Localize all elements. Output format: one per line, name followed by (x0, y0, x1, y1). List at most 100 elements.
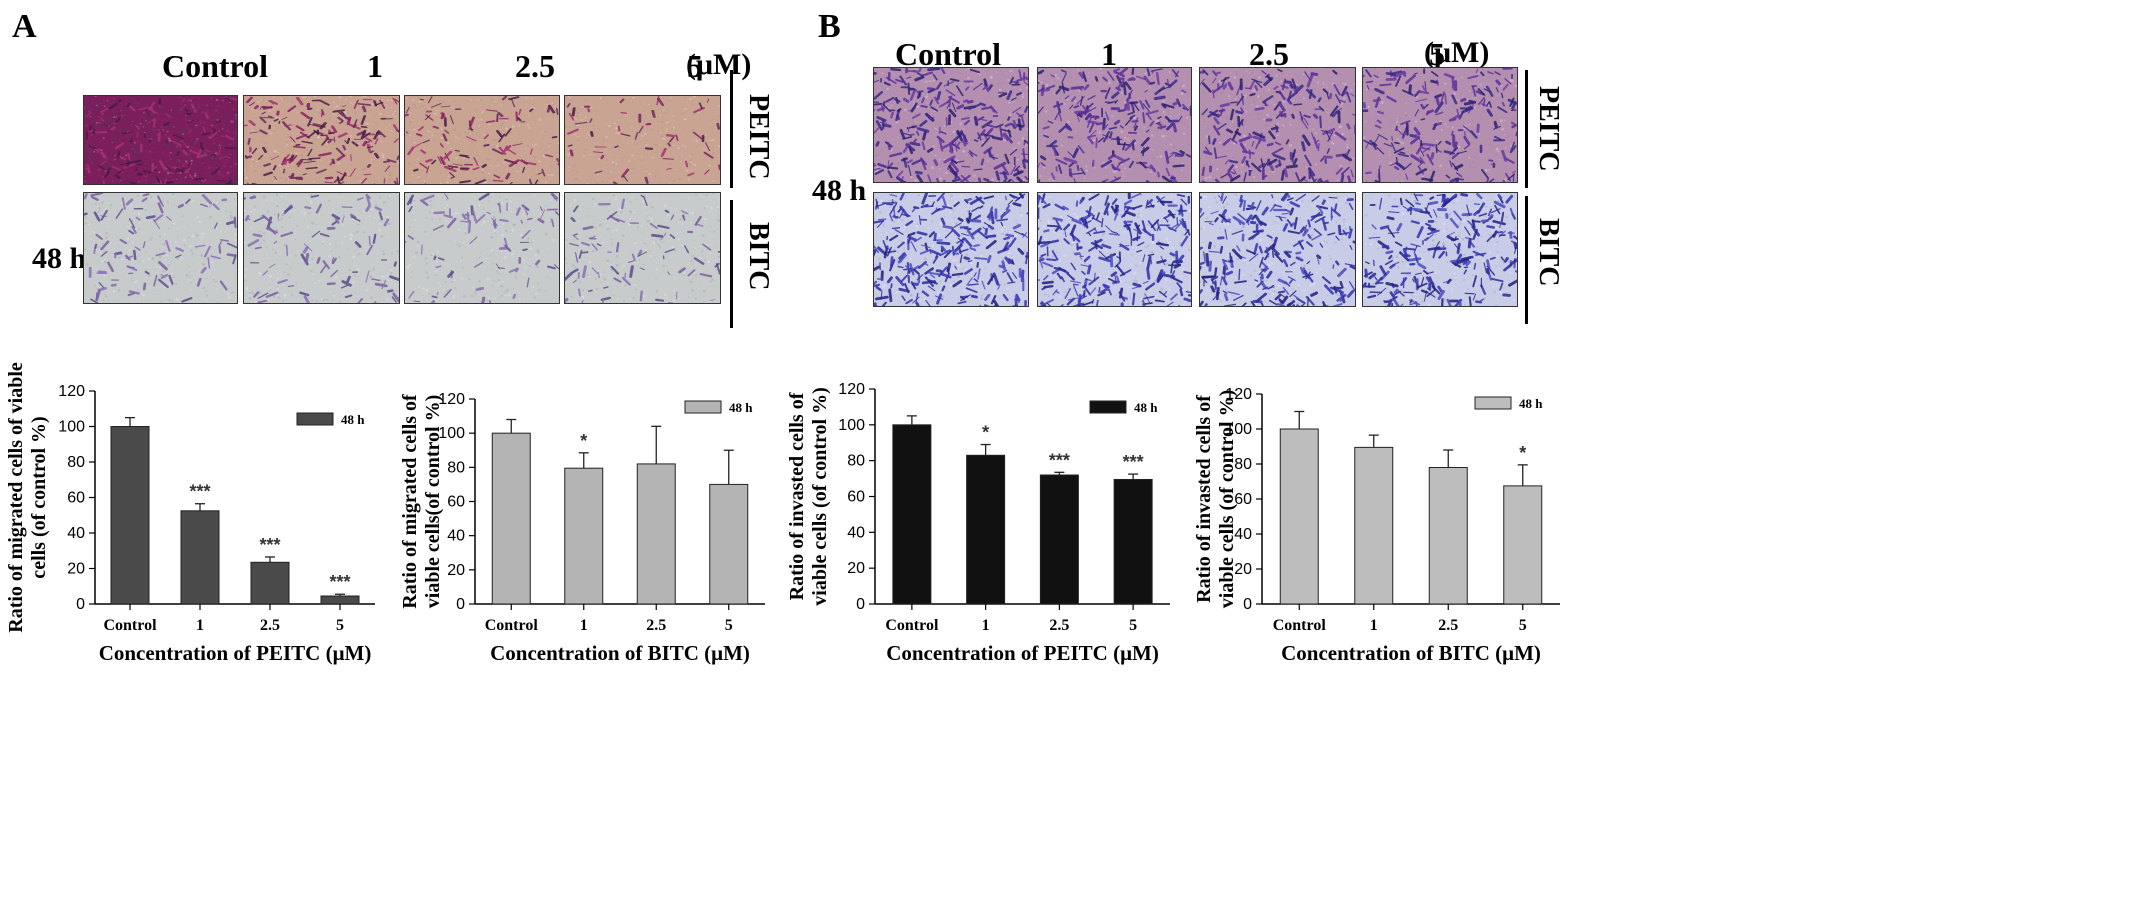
micrograph-a-bitc-control (83, 192, 238, 304)
panel-a-bitc-bracket (730, 200, 733, 328)
panel-b-unit: (μM) (1424, 36, 1489, 70)
x-tick-label: 1 (982, 617, 990, 634)
x-axis-label: Concentration of BITC (μM) (1281, 641, 1541, 665)
y-tick-label: 40 (847, 524, 865, 541)
y-tick-label: 40 (67, 525, 85, 542)
panel-b-row-bitc-label: BITC (1532, 218, 1564, 286)
micrograph-b-peitc-1 (1037, 67, 1192, 183)
panel-b-bitc-bracket (1525, 196, 1528, 324)
bar (321, 596, 359, 604)
y-tick-label: 100 (838, 417, 865, 434)
x-tick-label: Control (885, 617, 939, 634)
micrograph-a-bitc-1 (243, 192, 400, 304)
y-tick-label: 0 (456, 596, 465, 613)
y-tick-label: 80 (847, 453, 865, 470)
legend-swatch (1090, 401, 1126, 413)
micrograph-a-bitc-2-5 (404, 192, 560, 304)
bar (637, 464, 675, 604)
x-axis-label: Concentration of PEITC (μM) (886, 641, 1159, 665)
bar (1114, 479, 1152, 604)
y-tick-label: 20 (447, 562, 465, 579)
panel-a-letter: A (12, 8, 37, 46)
micrograph-b-peitc-2-5 (1199, 67, 1356, 183)
x-tick-label: 5 (725, 617, 733, 634)
x-tick-label: 1 (580, 617, 588, 634)
y-tick-label: 60 (67, 490, 85, 507)
y-tick-label: 20 (67, 561, 85, 578)
legend-swatch (685, 401, 721, 413)
panel-b-row-peitc-label: PEITC (1532, 86, 1564, 172)
x-tick-label: 2.5 (1438, 617, 1458, 634)
legend-label: 48 h (1519, 396, 1543, 411)
significance-label: * (1519, 443, 1526, 463)
y-axis-label: Ratio of migrated cells ofviable cells(o… (399, 394, 444, 609)
bar (181, 511, 219, 604)
x-tick-label: 1 (1370, 617, 1378, 634)
legend-label: 48 h (729, 400, 753, 415)
micrograph-a-bitc-5 (564, 192, 721, 304)
x-tick-label: 1 (196, 617, 204, 634)
bar (710, 484, 748, 604)
significance-label: *** (259, 535, 280, 555)
y-axis-label: Ratio of invasted cells ofviable cells (… (1193, 390, 1238, 608)
panel-a-peitc-bracket (730, 70, 733, 188)
micrograph-b-peitc-control (873, 67, 1029, 183)
panel-b-letter: B (818, 8, 841, 46)
bar (1504, 486, 1542, 604)
y-tick-label: 120 (838, 381, 865, 398)
micrograph-b-bitc-2-5 (1199, 192, 1356, 307)
bar (1040, 475, 1078, 604)
y-tick-label: 80 (447, 459, 465, 476)
y-tick-label: 80 (67, 454, 85, 471)
legend-label: 48 h (341, 412, 365, 427)
panel-b-time-label: 48 h (812, 174, 866, 208)
y-tick-label: 60 (847, 489, 865, 506)
bar (1280, 429, 1318, 604)
significance-label: * (580, 431, 587, 451)
significance-label: *** (189, 482, 210, 502)
bar (565, 468, 603, 604)
bar (251, 562, 289, 604)
panel-b-peitc-bracket (1525, 70, 1528, 188)
micrograph-a-peitc-1 (243, 95, 400, 185)
y-axis-label: Ratio of migrated cells of viablecells (… (5, 362, 50, 633)
panel-a-row-bitc-label: BITC (742, 222, 774, 290)
x-axis-label: Concentration of PEITC (μM) (99, 641, 372, 665)
micrograph-b-peitc-5 (1362, 67, 1518, 183)
bar (893, 425, 931, 604)
y-axis-label: Ratio of invasted cells ofviable cells (… (786, 387, 831, 605)
y-tick-label: 120 (58, 383, 85, 400)
y-tick-label: 0 (76, 596, 85, 613)
micrograph-b-bitc-control (873, 192, 1029, 307)
legend-swatch (1475, 397, 1511, 409)
x-tick-label: Control (485, 617, 539, 634)
x-tick-label: 2.5 (646, 617, 666, 634)
x-tick-label: 5 (1129, 617, 1137, 634)
bar (1429, 468, 1467, 605)
y-tick-label: 0 (856, 596, 865, 613)
micrograph-b-bitc-1 (1037, 192, 1192, 307)
x-tick-label: Control (103, 617, 157, 634)
panel-a-time-label: 48 h (32, 242, 86, 276)
bar (111, 427, 149, 605)
x-tick-label: Control (1273, 617, 1327, 634)
x-axis-label: Concentration of BITC (μM) (490, 641, 750, 665)
micrograph-a-peitc-2-5 (404, 95, 560, 185)
bar (1355, 447, 1393, 604)
x-tick-label: 2.5 (260, 617, 280, 634)
significance-label: *** (1123, 452, 1144, 472)
micrograph-b-bitc-5 (1362, 192, 1518, 307)
y-tick-label: 20 (847, 560, 865, 577)
panel-a-row-peitc-label: PEITC (742, 94, 774, 180)
panel-a-unit: (μM) (686, 48, 751, 82)
significance-label: * (982, 423, 989, 443)
micrograph-a-peitc-control (83, 95, 238, 185)
x-tick-label: 5 (1519, 617, 1527, 634)
significance-label: *** (329, 572, 350, 592)
y-tick-label: 100 (58, 419, 85, 436)
y-tick-label: 40 (447, 528, 465, 545)
